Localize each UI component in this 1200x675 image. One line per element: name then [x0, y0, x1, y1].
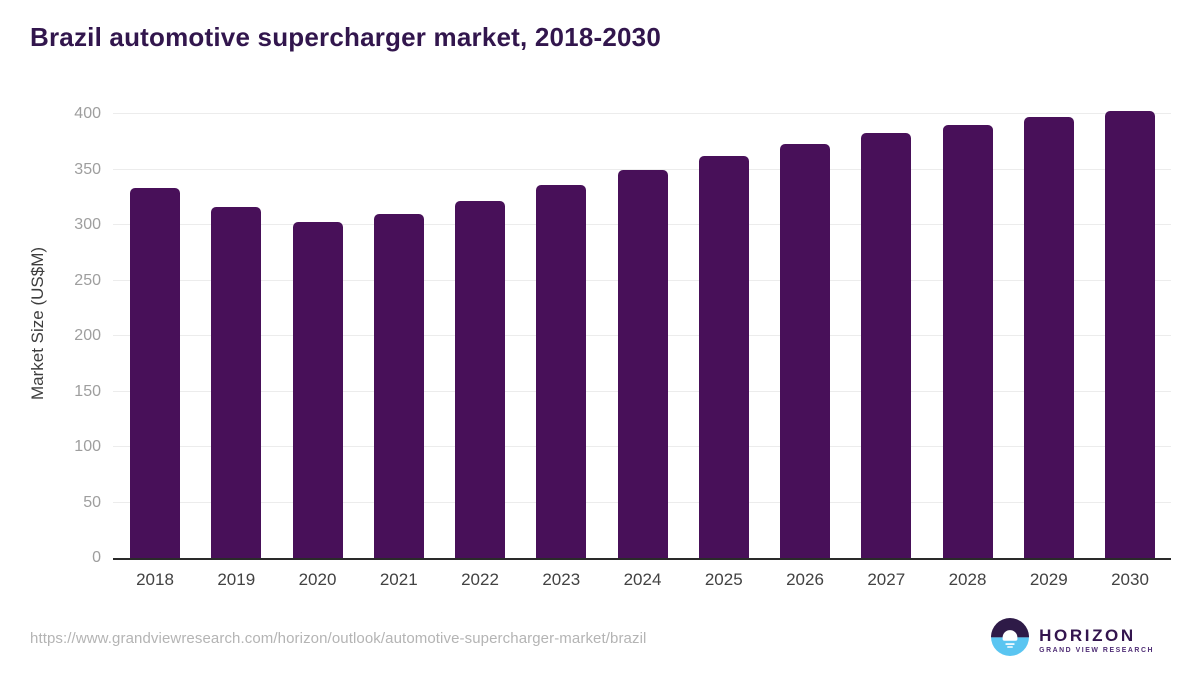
bar-2022	[455, 200, 505, 558]
x-tick-label: 2018	[136, 570, 174, 589]
x-tick-label: 2027	[867, 570, 906, 589]
bar-2028	[942, 125, 993, 558]
y-tick-label: 200	[74, 327, 101, 344]
y-tick-label: 50	[83, 493, 101, 511]
x-tick-label: 2025	[704, 570, 743, 589]
bar-2025	[698, 156, 749, 558]
horizon-logo-subtitle: GRAND VIEW RESEARCH	[1039, 646, 1154, 654]
bar-2023	[536, 185, 587, 558]
y-tick-label: 0	[92, 549, 101, 566]
gridline	[113, 113, 1171, 114]
x-tick-label: 2024	[623, 570, 662, 589]
source-url: https://www.grandviewresearch.com/horizo…	[30, 630, 647, 647]
x-tick-label: 2019	[217, 570, 256, 589]
bar-2029	[1023, 117, 1074, 558]
plot-area: 0 50 100 150 200 250 300 350 400	[74, 88, 1171, 566]
bar-2019	[211, 207, 262, 558]
bar-2030	[1105, 110, 1155, 558]
bar-2024	[617, 169, 668, 558]
y-tick-label: 350	[74, 160, 101, 178]
horizon-logo-name: HORIZON	[1039, 625, 1136, 645]
y-tick-label: 150	[74, 382, 101, 400]
y-tick-label: 250	[74, 271, 101, 289]
bar-2018	[130, 188, 180, 558]
x-tick-label: 2030	[1111, 570, 1149, 589]
x-tick-label: 2021	[379, 570, 418, 589]
horizon-logo-text: HORIZON GRAND VIEW RESEARCH	[1039, 626, 1154, 654]
gridline	[113, 168, 1171, 170]
x-tick-label: 2020	[298, 570, 337, 589]
x-tick-label: 2028	[948, 570, 987, 589]
horizon-logo-icon	[990, 617, 1030, 662]
bar-row	[113, 88, 1171, 558]
y-axis-title: Market Size (US$M)	[28, 246, 47, 400]
y-tick-label: 400	[74, 105, 101, 122]
x-tick-label: 2022	[461, 570, 499, 589]
chart-title: Brazil automotive supercharger market, 2…	[30, 22, 661, 52]
x-tick-label: 2026	[786, 570, 824, 589]
y-tick-label: 100	[74, 438, 101, 455]
y-tick-label: 300	[74, 216, 101, 233]
bar-2026	[780, 143, 830, 558]
x-tick-label: 2029	[1029, 570, 1068, 589]
horizon-logo: HORIZON GRAND VIEW RESEARCH	[990, 617, 1154, 662]
bar-2027	[861, 132, 912, 558]
bar-2020	[292, 221, 343, 558]
bar-2021	[373, 213, 424, 558]
x-tick-label: 2023	[542, 570, 581, 589]
x-axis-labels: 2018 2019 2020 2021 2022 2023 2024 2025 2026 2027…	[113, 568, 1171, 592]
